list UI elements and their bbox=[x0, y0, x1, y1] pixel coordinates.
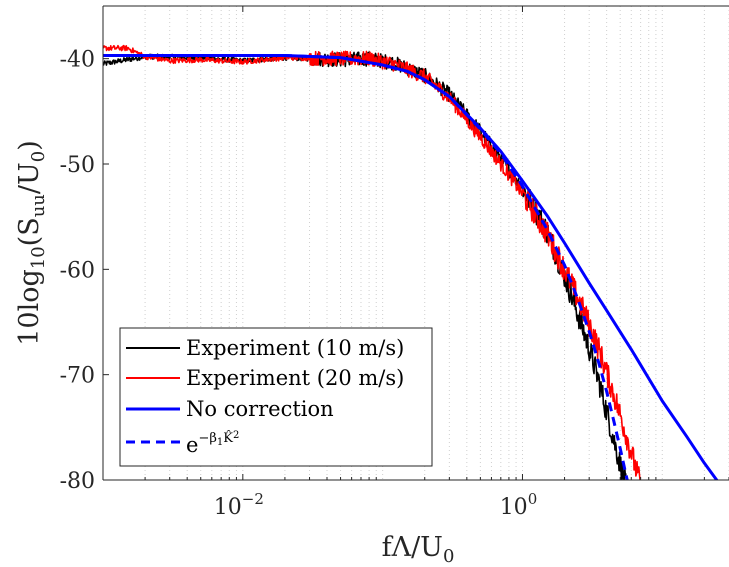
x-tick-label: 10−2 bbox=[214, 490, 264, 520]
y-tick-label: -60 bbox=[60, 258, 95, 283]
tick-labels: -40 -50 -60 -70 -80 10−2 100 bbox=[60, 48, 538, 520]
y-tick-label: -70 bbox=[60, 364, 95, 389]
legend: Experiment (10 m/s) Experiment (20 m/s) … bbox=[119, 327, 433, 467]
axes bbox=[102, 5, 729, 481]
series-line-3 bbox=[103, 54, 629, 480]
legend-label: e−β1K̂2 bbox=[186, 430, 239, 457]
y-axis-title: 10log10(Suu/U0) bbox=[14, 140, 49, 346]
series-line-1 bbox=[103, 44, 641, 480]
x-axis-title: fΛ/U0 bbox=[382, 532, 455, 567]
legend-label: Experiment (10 m/s) bbox=[186, 336, 404, 360]
y-tick-label: -80 bbox=[60, 469, 95, 494]
x-tick-label: 100 bbox=[500, 490, 538, 520]
legend-entry-experiment-10: Experiment (10 m/s) bbox=[126, 336, 404, 360]
y-tick-label: -40 bbox=[60, 48, 95, 73]
series-layer bbox=[103, 44, 719, 480]
y-tick-label: -50 bbox=[60, 153, 95, 178]
legend-label: Experiment (20 m/s) bbox=[186, 366, 404, 390]
legend-entry-experiment-20: Experiment (20 m/s) bbox=[126, 366, 404, 390]
legend-entry-no-correction: No correction bbox=[126, 397, 334, 421]
legend-label: No correction bbox=[186, 397, 334, 421]
legend-entry-exp-correction: e−β1K̂2 bbox=[126, 430, 239, 457]
